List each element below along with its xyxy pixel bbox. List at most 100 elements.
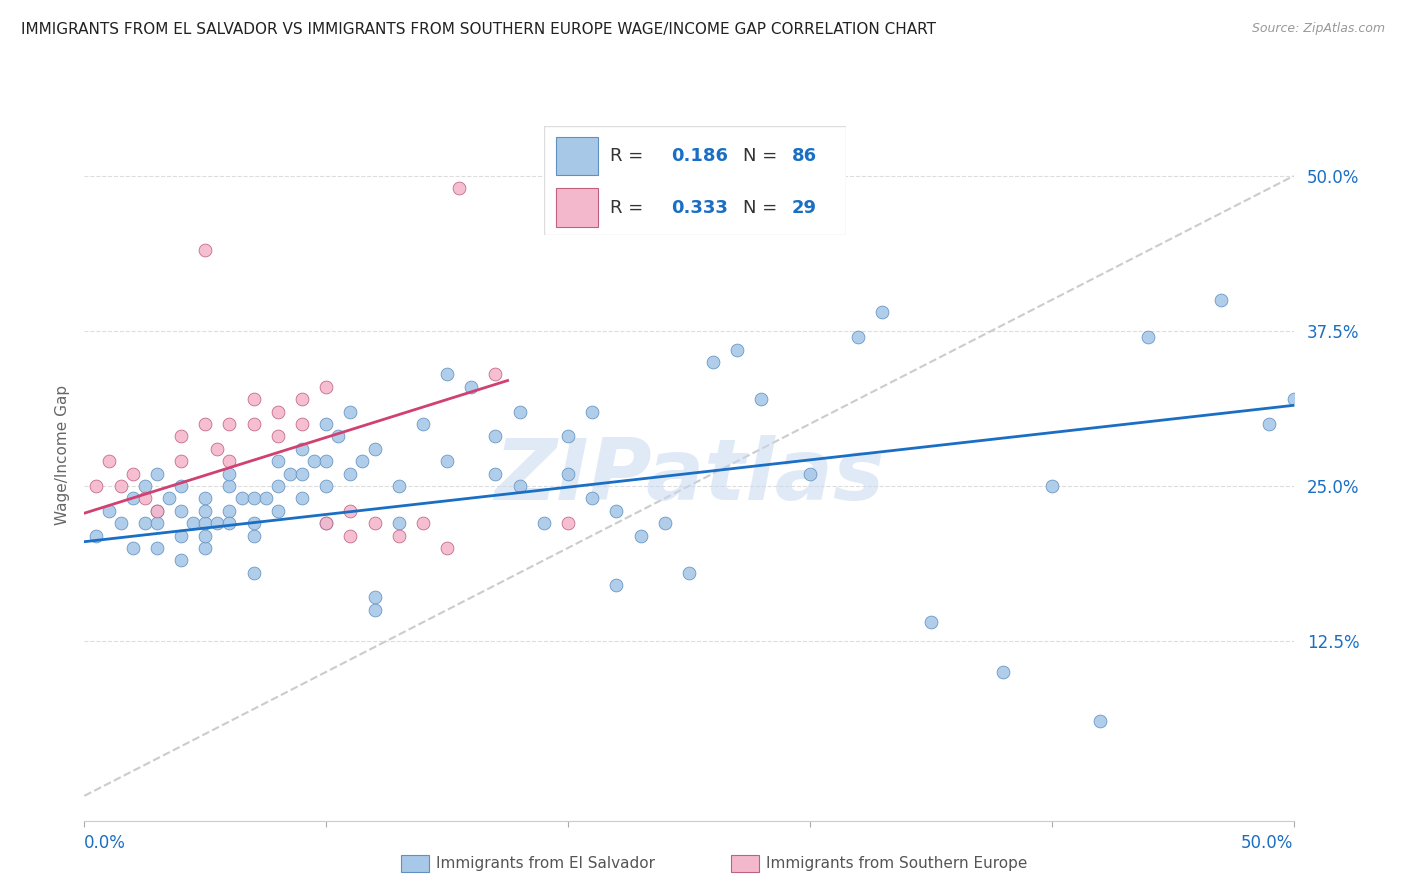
Point <box>146 504 169 518</box>
Point <box>207 516 229 530</box>
Point <box>170 528 193 542</box>
Point <box>134 479 156 493</box>
Point <box>315 516 337 530</box>
Text: 0.0%: 0.0% <box>84 834 127 852</box>
Point <box>1258 417 1281 431</box>
Point <box>121 541 143 555</box>
Point <box>267 479 290 493</box>
Point <box>242 491 264 506</box>
Point <box>993 665 1015 679</box>
Point <box>751 392 773 406</box>
Point <box>267 504 290 518</box>
Point <box>170 553 193 567</box>
Point <box>363 591 385 605</box>
Point <box>315 479 337 493</box>
Point <box>339 404 361 418</box>
Point <box>484 429 506 443</box>
Point <box>363 442 385 456</box>
Point <box>218 479 240 493</box>
Point <box>218 417 240 431</box>
Point <box>170 504 193 518</box>
Point <box>328 429 350 443</box>
Point <box>86 528 108 542</box>
Point <box>242 516 264 530</box>
Text: Source: ZipAtlas.com: Source: ZipAtlas.com <box>1251 22 1385 36</box>
Point <box>509 479 531 493</box>
Point <box>146 541 169 555</box>
Point <box>436 541 458 555</box>
Point <box>363 603 385 617</box>
Point <box>218 516 240 530</box>
Point <box>157 491 180 506</box>
Point <box>242 528 264 542</box>
Point <box>605 578 627 592</box>
Point <box>121 491 143 506</box>
Point <box>702 355 724 369</box>
Point <box>110 516 132 530</box>
Point <box>388 516 411 530</box>
Point <box>291 467 314 481</box>
Point <box>218 454 240 468</box>
Point <box>134 516 156 530</box>
Point <box>146 504 169 518</box>
Point <box>436 454 458 468</box>
Point <box>267 429 290 443</box>
Point <box>412 516 434 530</box>
Point <box>449 181 471 195</box>
Point <box>557 467 579 481</box>
Point <box>194 491 217 506</box>
Point <box>605 504 627 518</box>
Point <box>339 504 361 518</box>
Point <box>581 404 603 418</box>
Point <box>363 516 385 530</box>
Point <box>484 467 506 481</box>
Point <box>86 479 108 493</box>
Point <box>181 516 204 530</box>
Point <box>315 454 337 468</box>
Point <box>218 467 240 481</box>
Point <box>121 467 143 481</box>
Point <box>1088 714 1111 729</box>
Point <box>533 516 555 530</box>
Point <box>146 467 169 481</box>
Point <box>460 380 482 394</box>
Point <box>194 504 217 518</box>
Point <box>170 479 193 493</box>
Point <box>267 404 290 418</box>
Point <box>97 454 120 468</box>
Point <box>412 417 434 431</box>
Point <box>242 566 264 580</box>
Point <box>725 343 748 357</box>
Point <box>291 392 314 406</box>
Text: ZIPatlas: ZIPatlas <box>494 435 884 518</box>
Point <box>920 615 942 630</box>
Point <box>218 504 240 518</box>
Point <box>352 454 374 468</box>
Point <box>315 417 337 431</box>
Point <box>678 566 700 580</box>
Point <box>557 429 579 443</box>
Point <box>97 504 120 518</box>
Point <box>194 244 217 258</box>
Point <box>194 417 217 431</box>
Point <box>242 417 264 431</box>
Point <box>302 454 325 468</box>
Point <box>1209 293 1232 307</box>
Point <box>170 454 193 468</box>
Point <box>799 467 821 481</box>
Point <box>1282 392 1305 406</box>
Point <box>146 516 169 530</box>
Point <box>1137 330 1160 344</box>
Point <box>194 541 217 555</box>
Y-axis label: Wage/Income Gap: Wage/Income Gap <box>55 384 70 525</box>
Point <box>194 516 217 530</box>
Point <box>339 528 361 542</box>
Point <box>509 404 531 418</box>
Point <box>436 368 458 382</box>
Point <box>291 491 314 506</box>
Point <box>846 330 869 344</box>
Point <box>267 454 290 468</box>
Point <box>291 442 314 456</box>
Text: Immigrants from Southern Europe: Immigrants from Southern Europe <box>766 856 1028 871</box>
Point <box>339 467 361 481</box>
